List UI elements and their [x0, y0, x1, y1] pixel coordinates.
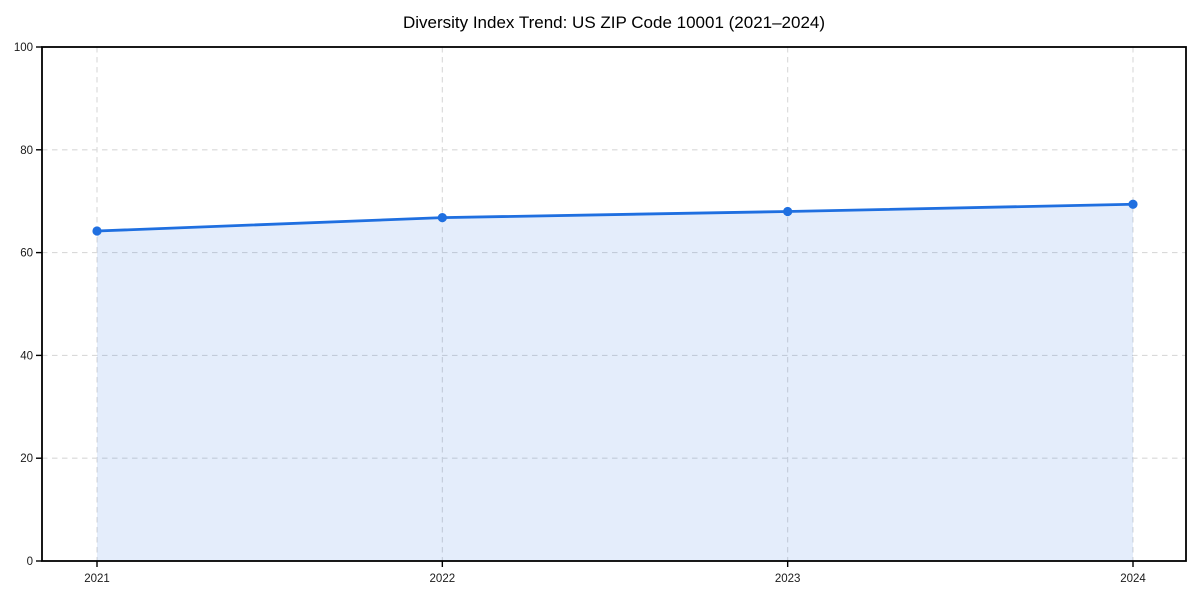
x-tick-label: 2021 [84, 573, 110, 585]
plot-border [41, 46, 1187, 562]
x-tick-label: 2022 [430, 573, 456, 585]
y-tick-label: 100 [14, 42, 33, 54]
data-point-2021 [92, 226, 102, 236]
data-point-2024 [1128, 199, 1138, 209]
y-tick-label: 20 [20, 453, 33, 465]
trend-line [95, 202, 1135, 233]
gridlines [42, 47, 1186, 561]
plot-border-box [41, 46, 1187, 562]
data-point-2023 [783, 206, 793, 217]
data-points [92, 199, 1138, 236]
axis-tick-marks [36, 46, 1134, 567]
x-tick-label: 2024 [1120, 573, 1146, 585]
y-axis-tick-labels: 0 20 40 60 80 100 [14, 42, 33, 568]
area-series [97, 204, 1133, 561]
area-fill [97, 204, 1133, 561]
y-tick-label: 60 [20, 248, 33, 260]
y-tick-label: 40 [20, 350, 33, 362]
data-point-2022 [437, 213, 447, 223]
x-tick-label: 2023 [775, 573, 801, 585]
y-tick-label: 0 [27, 556, 33, 568]
x-axis-tick-labels: 2021 2022 2023 2024 [84, 573, 1146, 585]
chart-title: Diversity Index Trend: US ZIP Code 10001… [403, 13, 825, 32]
y-tick-label: 80 [20, 145, 33, 157]
trend-line-path [95, 202, 1135, 233]
